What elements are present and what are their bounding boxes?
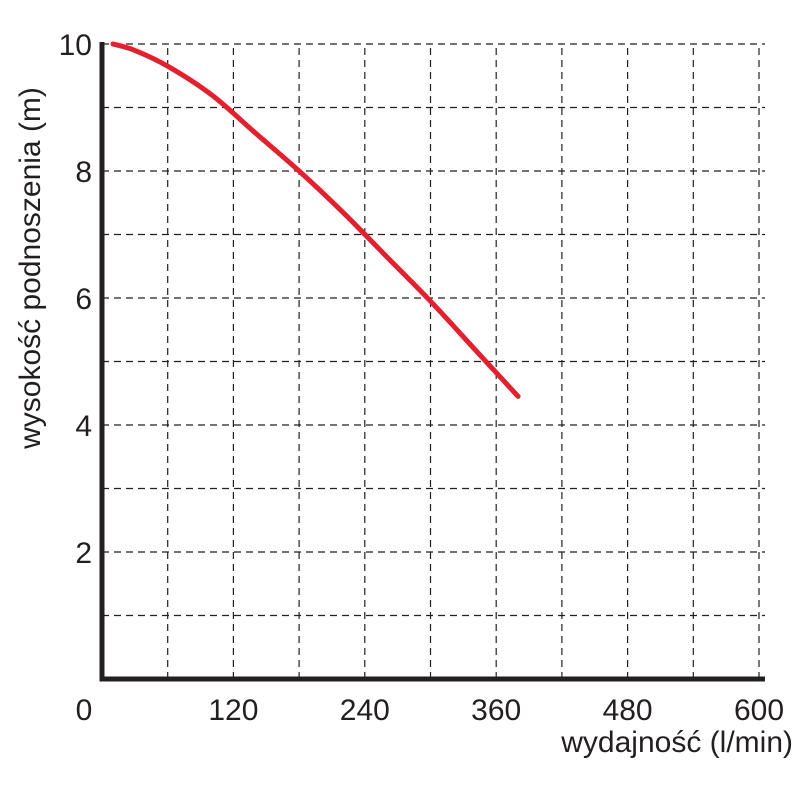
y-tick-label: 6 — [75, 283, 92, 316]
x-tick-label: 0 — [76, 694, 93, 727]
x-tick-label: 480 — [603, 694, 653, 727]
x-tick-label: 600 — [734, 694, 784, 727]
performance-curve — [110, 41, 521, 399]
x-tick-label: 120 — [208, 694, 258, 727]
y-tick-labels: 2 4 6 8 10 — [59, 29, 92, 570]
x-axis-title: wydajność (l/min) — [560, 726, 793, 759]
grid — [102, 43, 765, 679]
y-tick-label: 2 — [75, 537, 92, 570]
x-tick-label: 240 — [340, 694, 390, 727]
x-tick-labels: 0 120 240 360 480 600 — [76, 694, 784, 727]
y-tick-label: 10 — [59, 29, 92, 62]
x-tick-label: 360 — [471, 694, 521, 727]
series-layer — [110, 41, 521, 399]
axis-lines — [99, 42, 765, 682]
y-tick-label: 4 — [75, 410, 92, 443]
y-axis-title: wysokość podnoszenia (m) — [14, 87, 47, 450]
axes — [99, 42, 765, 682]
y-tick-label: 8 — [75, 156, 92, 189]
